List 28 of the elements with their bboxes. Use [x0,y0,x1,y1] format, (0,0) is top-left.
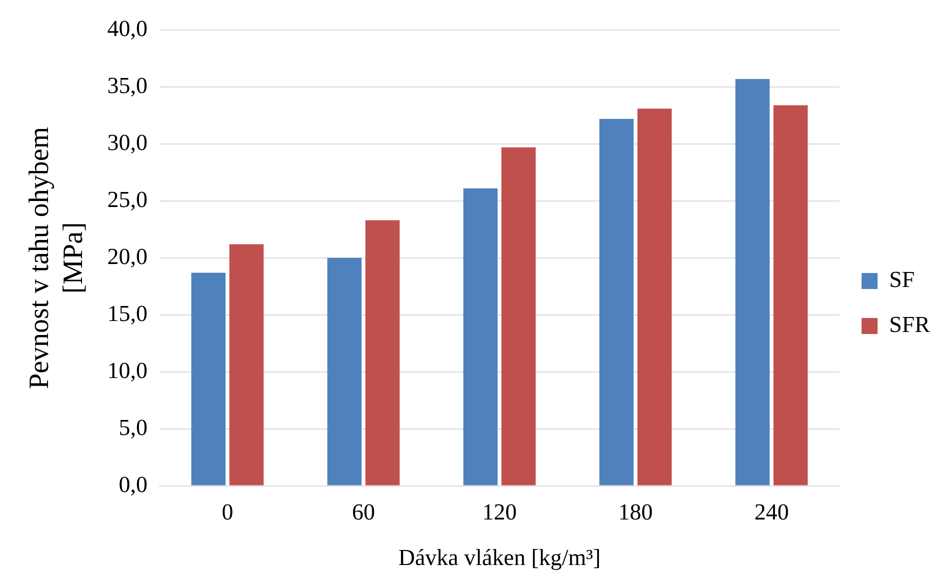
y-axis-title: Pevnost v tahu ohybem [MPa] [24,126,89,389]
x-tick-label: 180 [618,500,653,525]
bar [229,244,264,486]
bar [327,258,362,486]
bar [365,220,400,486]
bar [773,105,808,486]
x-tick-label: 60 [352,500,375,525]
y-tick-label: 25,0 [107,186,148,212]
legend-label: SF [889,267,915,292]
x-axis-title: Dávka vláken [kg/m³] [398,545,601,570]
y-tick-label: 20,0 [107,244,148,269]
bar [599,118,634,486]
y-tick-label: 10,0 [107,358,148,383]
y-tick-label: 35,0 [107,73,148,98]
y-tick-label: 40,0 [107,16,148,42]
y-tick-label: 15,0 [107,300,148,326]
bar [191,272,226,486]
y-tick-label: 5,0 [118,414,148,440]
x-tick-label: 0 [222,500,234,525]
x-tick-label: 120 [482,500,517,525]
y-tick-label: 30,0 [107,130,148,155]
bar [501,147,536,486]
x-tick-label: 240 [754,500,789,525]
bar [463,188,498,486]
legend-label: SFR [889,312,931,338]
bar [735,79,770,486]
bar [637,108,672,486]
y-tick-label: 0,0 [118,472,148,497]
